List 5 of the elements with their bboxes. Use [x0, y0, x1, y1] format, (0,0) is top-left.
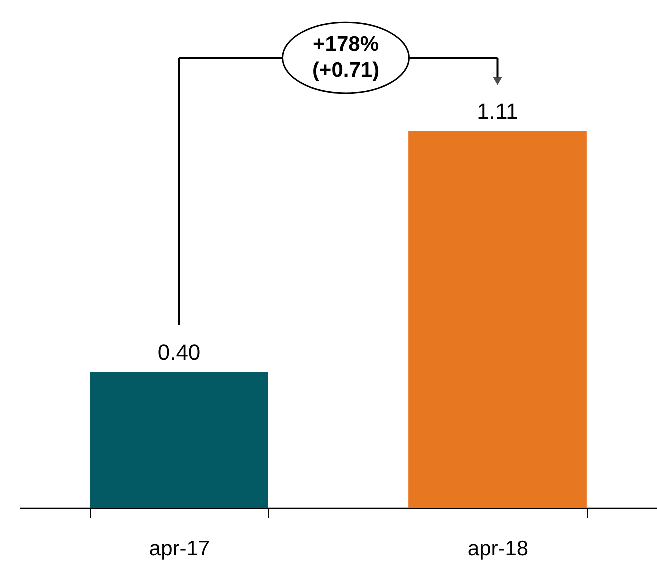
x-tick-label: apr-18: [468, 538, 529, 560]
data-label: 0.40: [158, 340, 201, 366]
x-tick-label: apr-17: [149, 538, 210, 560]
text: +178% (+0.71): [312, 33, 380, 82]
data-label: 1.11: [477, 99, 518, 124]
